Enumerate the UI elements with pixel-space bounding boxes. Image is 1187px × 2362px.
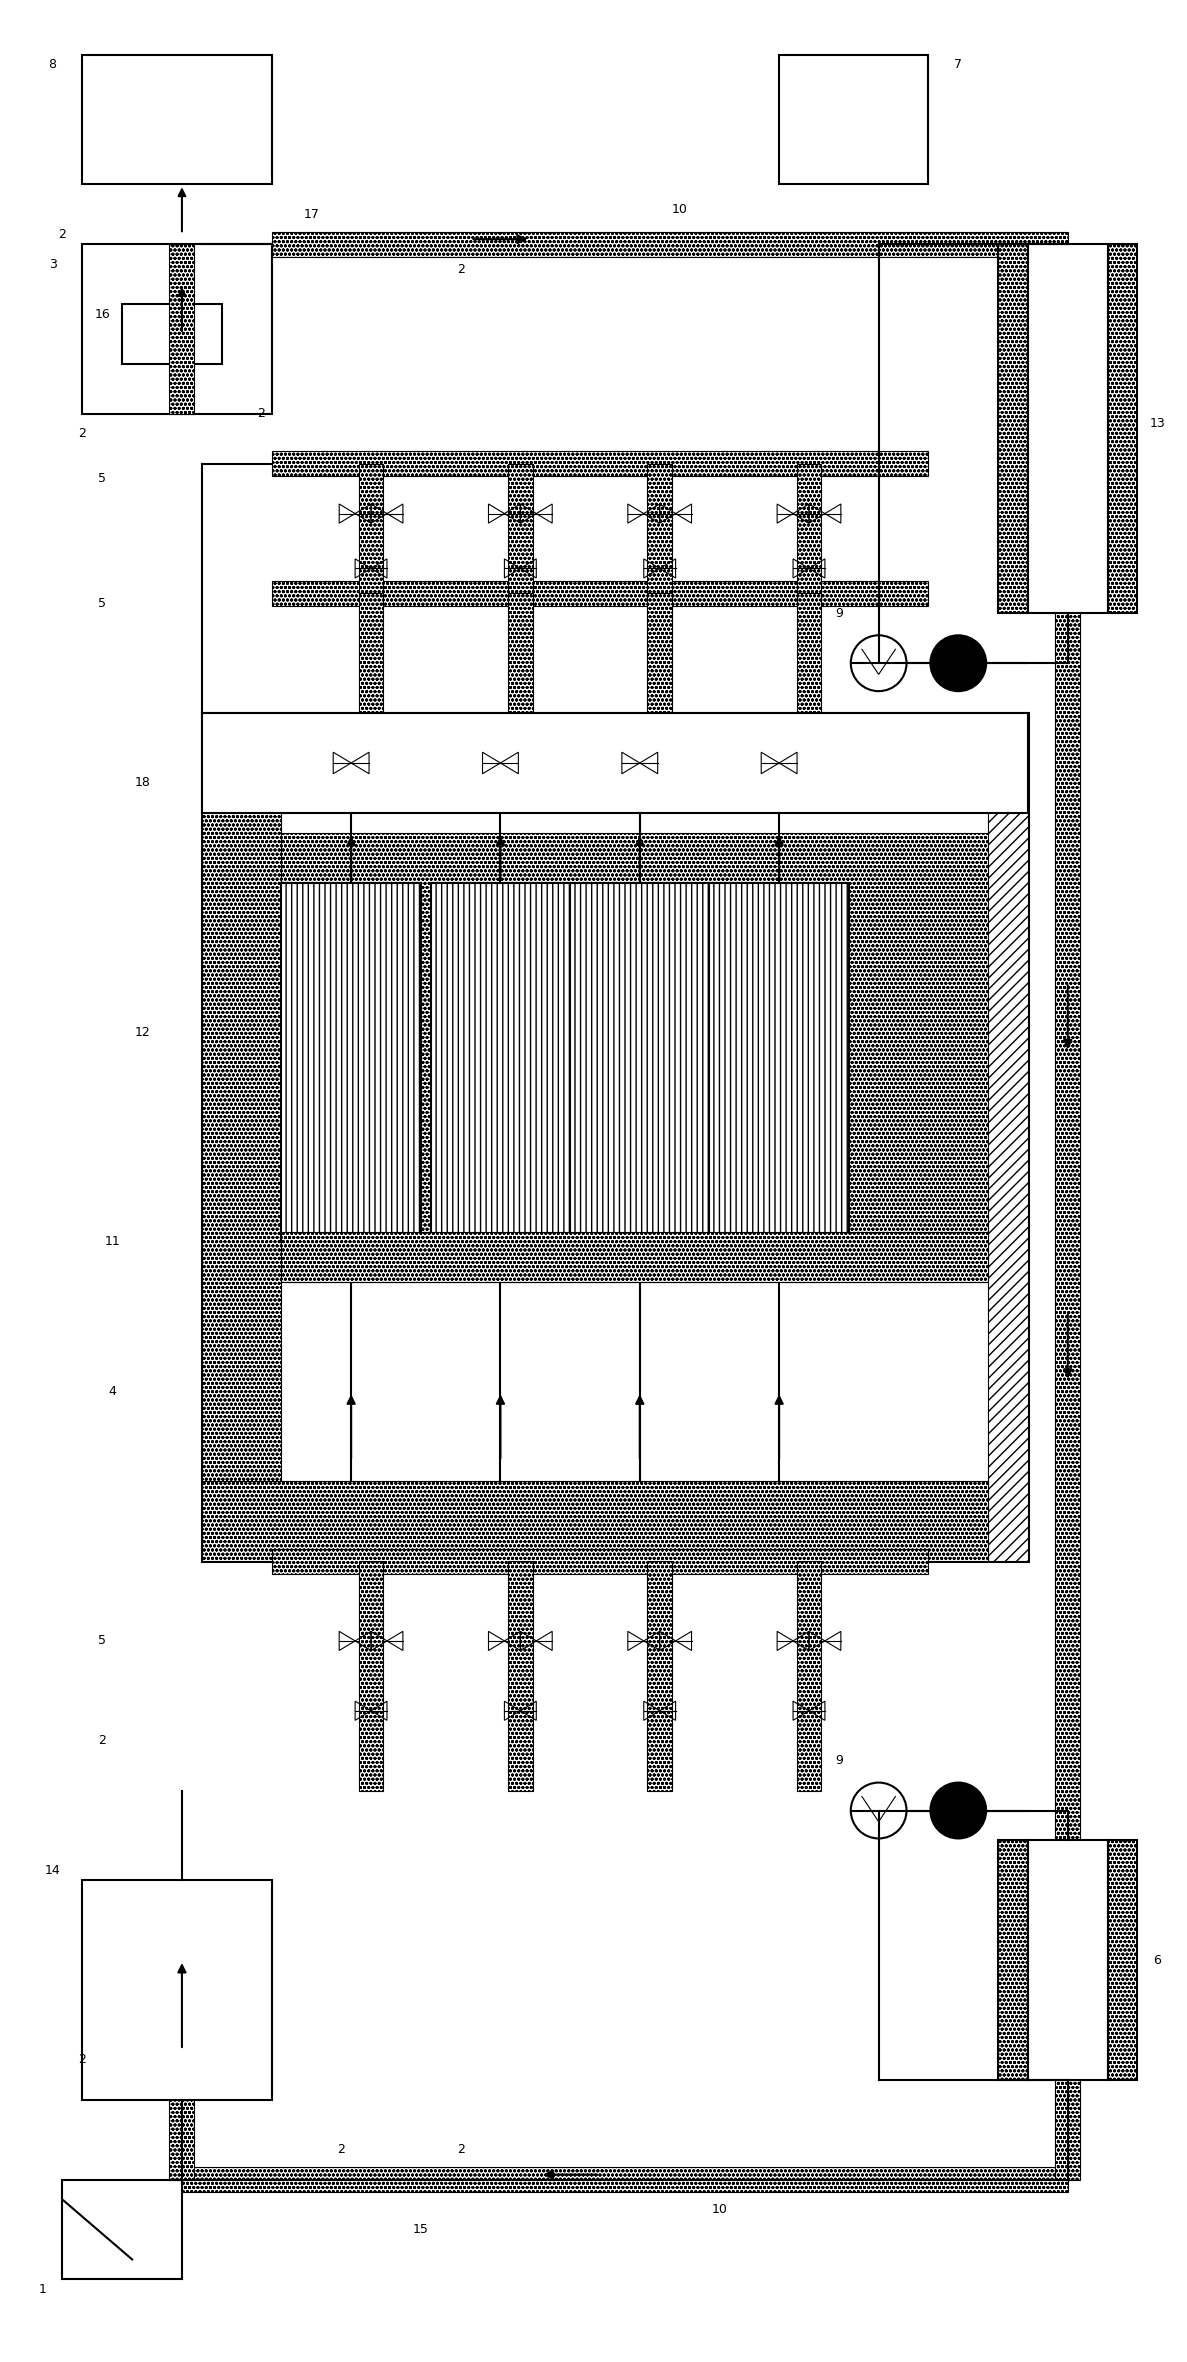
Text: 2: 2 bbox=[99, 1734, 107, 1748]
Bar bbox=[647, 593, 672, 713]
Bar bbox=[202, 1481, 988, 1561]
Bar bbox=[82, 1880, 272, 2100]
Bar bbox=[358, 1710, 383, 1790]
Bar bbox=[570, 883, 710, 1242]
Bar bbox=[170, 2100, 195, 2180]
Text: 2: 2 bbox=[258, 406, 266, 420]
Text: 14: 14 bbox=[45, 1864, 61, 1878]
Text: 2: 2 bbox=[58, 227, 66, 241]
Text: 10: 10 bbox=[672, 203, 687, 215]
Bar bbox=[508, 593, 533, 713]
Text: 6: 6 bbox=[1154, 1953, 1161, 1968]
Text: 13: 13 bbox=[1149, 418, 1166, 430]
Bar bbox=[647, 463, 672, 593]
Bar bbox=[1055, 243, 1080, 2180]
Text: 2: 2 bbox=[78, 2053, 87, 2067]
Text: 16: 16 bbox=[95, 307, 110, 321]
Bar bbox=[170, 243, 195, 413]
Text: 5: 5 bbox=[99, 472, 107, 484]
Bar bbox=[358, 463, 383, 593]
Bar bbox=[796, 593, 821, 713]
Bar bbox=[796, 463, 821, 593]
Bar bbox=[710, 883, 849, 1242]
Bar bbox=[1107, 1840, 1137, 2081]
Text: 2: 2 bbox=[337, 2142, 345, 2157]
Bar bbox=[63, 2180, 182, 2279]
Circle shape bbox=[931, 635, 986, 692]
Bar bbox=[82, 54, 272, 184]
Text: 2: 2 bbox=[457, 2142, 464, 2157]
Bar bbox=[202, 713, 1028, 1561]
Bar bbox=[647, 1561, 672, 1710]
Text: 3: 3 bbox=[49, 257, 57, 272]
Text: 1: 1 bbox=[39, 2284, 46, 2296]
Bar bbox=[122, 305, 222, 364]
Text: 8: 8 bbox=[49, 59, 57, 71]
Text: 9: 9 bbox=[834, 1755, 843, 1767]
Text: 11: 11 bbox=[104, 1235, 120, 1249]
Bar bbox=[358, 1561, 383, 1710]
Bar bbox=[796, 1710, 821, 1790]
Bar bbox=[202, 713, 1028, 813]
Bar bbox=[998, 1840, 1028, 2081]
Text: 15: 15 bbox=[413, 2223, 429, 2237]
Text: 5: 5 bbox=[99, 1635, 107, 1646]
Text: 10: 10 bbox=[711, 2204, 728, 2216]
Bar bbox=[1107, 243, 1137, 614]
Bar bbox=[202, 713, 281, 1561]
Bar bbox=[272, 451, 928, 477]
Bar bbox=[431, 883, 570, 1242]
Text: 5: 5 bbox=[99, 598, 107, 609]
Bar bbox=[1028, 243, 1107, 614]
Bar bbox=[281, 1233, 988, 1283]
Bar bbox=[281, 834, 988, 1283]
Bar bbox=[272, 581, 928, 607]
Bar bbox=[82, 243, 272, 413]
Text: 12: 12 bbox=[134, 1025, 150, 1039]
Text: 2: 2 bbox=[78, 428, 87, 439]
Bar bbox=[358, 593, 383, 713]
Text: 2: 2 bbox=[457, 262, 464, 276]
Text: 18: 18 bbox=[134, 777, 150, 789]
Text: 17: 17 bbox=[304, 208, 319, 220]
Bar bbox=[272, 1549, 928, 1573]
Bar bbox=[508, 1561, 533, 1710]
Bar bbox=[796, 1561, 821, 1710]
Text: 7: 7 bbox=[954, 59, 963, 71]
Bar bbox=[647, 1710, 672, 1790]
Bar bbox=[998, 243, 1028, 614]
Bar bbox=[272, 231, 1068, 257]
Text: 9: 9 bbox=[834, 607, 843, 619]
Bar bbox=[1028, 1840, 1107, 2081]
Text: 4: 4 bbox=[108, 1384, 116, 1398]
Circle shape bbox=[931, 1783, 986, 1838]
Bar bbox=[508, 463, 533, 593]
Bar bbox=[779, 54, 928, 184]
Bar bbox=[281, 883, 421, 1242]
Bar bbox=[988, 713, 1028, 1561]
Bar bbox=[508, 1710, 533, 1790]
Bar bbox=[182, 2168, 1068, 2192]
